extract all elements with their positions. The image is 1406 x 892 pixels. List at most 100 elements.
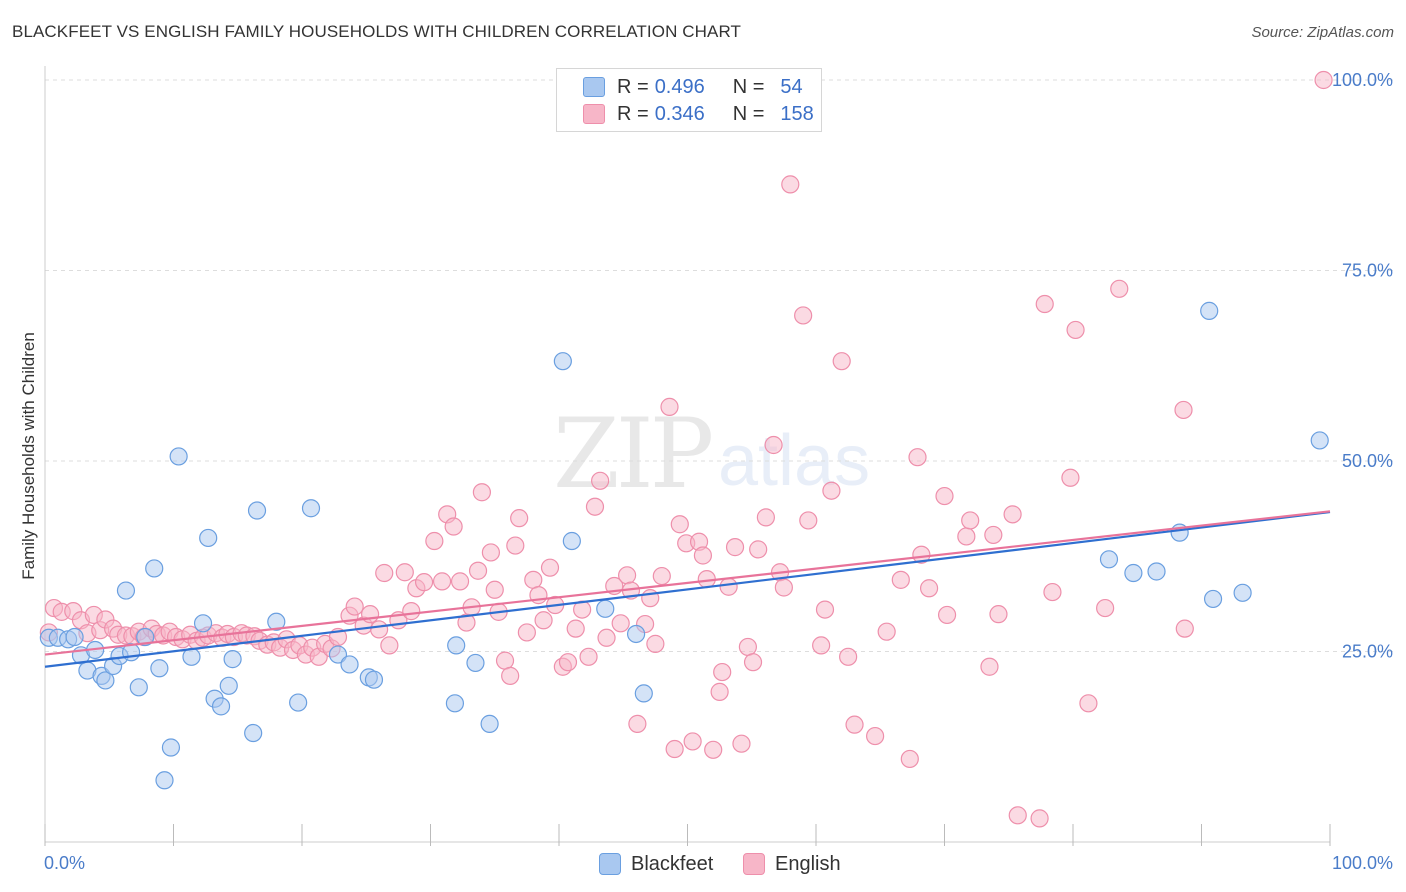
english-point: [719, 577, 738, 596]
english-point: [665, 739, 684, 759]
english-point: [506, 536, 525, 555]
blackfeet-point: [193, 614, 213, 633]
bottom-legend-swatch-english: [743, 853, 765, 875]
english-point: [660, 397, 679, 416]
english-point: [1008, 806, 1027, 825]
english-point: [472, 483, 491, 502]
english-point: [1003, 505, 1022, 524]
blackfeet-point: [161, 738, 181, 757]
english-point: [704, 740, 723, 759]
legend-r-value: 0.496: [654, 75, 705, 98]
english-point: [937, 605, 957, 625]
english-trend-line: [44, 510, 1331, 656]
english-point: [597, 628, 616, 647]
bottom-legend-blackfeet: Blackfeet: [599, 852, 713, 876]
english-point: [764, 435, 783, 455]
blackfeet-trend-line: [44, 510, 1331, 668]
english-point: [812, 636, 831, 655]
english-point: [839, 647, 858, 666]
legend-row-english: R = 0.346 N = 158: [583, 101, 814, 127]
english-point: [710, 682, 729, 701]
blackfeet-point: [1310, 431, 1329, 450]
english-point: [481, 543, 500, 562]
english-point: [822, 481, 841, 500]
blackfeet-point: [562, 531, 581, 551]
blackfeet-point: [364, 670, 384, 689]
english-point: [370, 620, 389, 639]
english-point: [866, 726, 885, 746]
blackfeet-point: [219, 676, 238, 695]
english-point: [432, 572, 452, 591]
english-points: [39, 70, 1333, 828]
legend-n-value: 54: [780, 75, 803, 98]
english-point: [558, 653, 578, 672]
english-point: [402, 602, 421, 621]
blackfeet-point: [1147, 562, 1166, 581]
english-point: [693, 546, 713, 565]
blackfeet-point: [244, 723, 263, 743]
english-point: [1079, 694, 1098, 713]
english-point: [900, 749, 919, 769]
english-point: [1174, 400, 1193, 420]
english-point: [908, 448, 927, 467]
english-point: [495, 651, 515, 670]
y-tick-label: 50.0%: [1342, 451, 1393, 471]
blackfeet-point: [301, 499, 321, 518]
english-point: [799, 511, 818, 530]
english-point: [756, 508, 775, 527]
english-point: [984, 525, 1003, 545]
legend-swatch-blackfeet: [583, 77, 605, 97]
blackfeet-point: [328, 645, 348, 664]
blackfeet-point: [96, 671, 115, 690]
blackfeet-point: [1099, 550, 1119, 569]
english-point: [912, 545, 931, 564]
blackfeet-point: [626, 624, 646, 644]
blackfeet-point: [223, 650, 242, 669]
legend-swatch-english: [583, 104, 605, 124]
blackfeet-point: [129, 678, 148, 697]
english-point: [618, 566, 637, 585]
english-point: [961, 511, 980, 530]
legend-n-label: N =: [732, 75, 765, 98]
english-point: [794, 306, 813, 325]
axes: [44, 66, 1331, 846]
blackfeet-point: [199, 528, 218, 548]
english-point: [468, 561, 488, 580]
trend-lines: [44, 510, 1331, 668]
english-point: [683, 732, 702, 751]
english-point: [957, 527, 976, 546]
blackfeet-points: [39, 301, 1329, 790]
english-point: [628, 714, 647, 733]
english-point: [517, 623, 536, 642]
english-point: [1110, 279, 1129, 298]
legend-n-value: 158: [780, 102, 814, 125]
english-point: [732, 734, 751, 753]
english-point: [1061, 468, 1080, 487]
english-point: [743, 653, 763, 672]
bottom-legend-label-blackfeet: Blackfeet: [631, 852, 714, 875]
english-point: [774, 578, 793, 597]
blackfeet-point: [150, 659, 169, 678]
blackfeet-point: [289, 693, 308, 712]
blackfeet-point: [155, 771, 174, 790]
english-point: [485, 580, 504, 599]
blackfeet-point: [267, 612, 286, 631]
english-point: [1314, 70, 1333, 90]
english-point: [585, 497, 605, 516]
grid-lines: [45, 79, 1395, 652]
english-point: [815, 600, 835, 619]
english-point: [713, 662, 732, 682]
blackfeet-point: [1200, 301, 1219, 320]
watermark-zip: ZIP: [553, 398, 714, 510]
english-point: [935, 486, 954, 506]
english-point: [738, 637, 757, 657]
axis-labels: 25.0% 50.0% 75.0% 100.0% 0.0% 100.0% Family Ho…: [19, 70, 1393, 873]
bottom-legend-swatch-blackfeet: [599, 853, 621, 875]
english-point: [832, 352, 851, 371]
english-point: [1035, 294, 1054, 314]
english-point: [566, 619, 585, 638]
blackfeet-point: [634, 684, 653, 703]
legend-row-blackfeet: R = 0.496 N = 54: [583, 74, 803, 100]
legend-r-label: R =: [617, 75, 649, 98]
english-point: [540, 558, 560, 577]
